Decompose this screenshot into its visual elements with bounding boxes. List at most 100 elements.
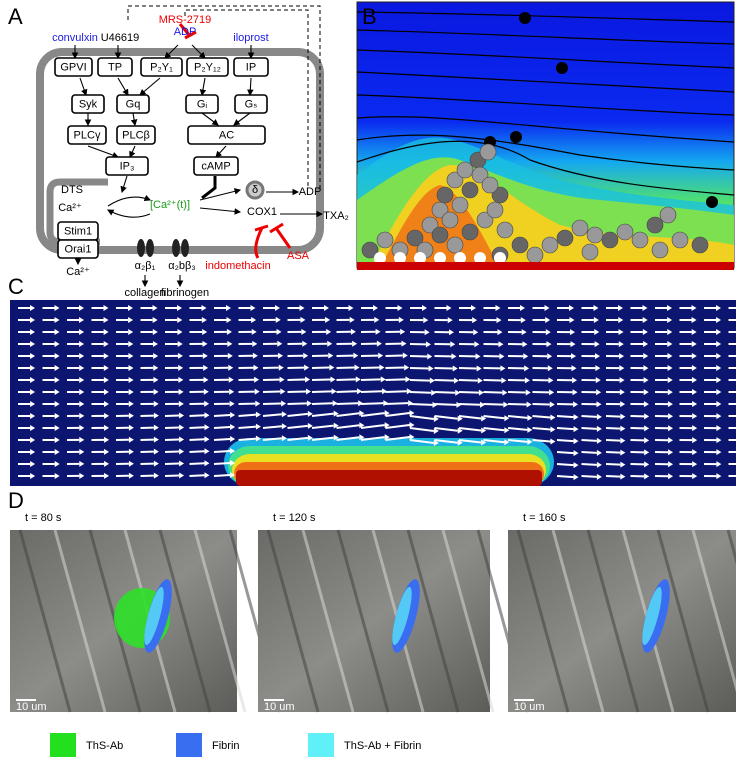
velocity-arrow xyxy=(361,403,383,404)
velocity-arrow xyxy=(410,368,429,369)
node-label: Orai1 xyxy=(65,243,92,255)
velocity-arrow xyxy=(459,392,479,393)
platelet xyxy=(527,247,543,263)
panel-b xyxy=(357,2,734,270)
legend-label: Fibrin xyxy=(212,740,240,752)
velocity-arrow xyxy=(606,464,620,465)
velocity-arrow xyxy=(190,427,205,428)
diagram-label: α₂bβ₃ xyxy=(168,260,196,272)
velocity-arrow xyxy=(214,475,230,476)
velocity-arrow xyxy=(582,428,597,429)
panel-label: B xyxy=(362,4,377,29)
velocity-arrow xyxy=(606,428,620,429)
platelet xyxy=(487,202,503,218)
node-label: cAMP xyxy=(201,160,230,172)
platelet xyxy=(432,227,448,243)
platelet xyxy=(512,237,528,253)
node-label: TP xyxy=(108,61,122,73)
velocity-arrow xyxy=(410,380,430,381)
platelet xyxy=(632,232,648,248)
velocity-arrow xyxy=(312,403,333,404)
velocity-arrow xyxy=(337,403,359,404)
velocity-arrow xyxy=(557,464,574,465)
node-label: PLCβ xyxy=(122,129,150,141)
diagram-label: α₂β₁ xyxy=(135,260,156,272)
node-label: Gᵢ xyxy=(197,98,208,110)
platelet xyxy=(457,162,473,178)
velocity-arrow xyxy=(214,451,230,452)
diagram-label: iloprost xyxy=(233,32,268,44)
platelet xyxy=(542,237,558,253)
node-label: Gₛ xyxy=(245,98,258,110)
legend-label: ThS-Ab + Fibrin xyxy=(344,740,421,752)
velocity-arrow xyxy=(582,440,597,441)
velocity-arrow xyxy=(582,452,597,453)
velocity-arrow xyxy=(239,427,256,428)
velocity-arrow xyxy=(557,440,574,441)
panel-d: t = 80 s10 umt = 120 s10 umt = 160 s10 u… xyxy=(10,512,736,757)
velocity-arrow xyxy=(484,392,503,393)
platelet xyxy=(582,244,598,260)
diagram-label: ADP xyxy=(299,186,322,198)
figure: t = 80 s10 umt = 120 s10 umt = 160 s10 u… xyxy=(0,0,736,773)
node-label: P₂Y₁ xyxy=(150,61,173,73)
node-label: IP₃ xyxy=(120,160,135,172)
velocity-arrow xyxy=(214,439,230,440)
diagram-label: Ca²⁺ xyxy=(58,202,82,214)
velocity-arrow xyxy=(386,403,409,404)
velocity-arrow xyxy=(337,391,357,392)
velocity-arrow xyxy=(386,367,405,368)
platelet xyxy=(572,220,588,236)
diagram-label: TXA₂ xyxy=(323,210,349,222)
velocity-arrow xyxy=(165,451,179,452)
platelet xyxy=(617,224,633,240)
time-label: t = 120 s xyxy=(273,512,316,524)
velocity-arrow xyxy=(165,415,179,416)
velocity-arrow xyxy=(508,404,527,405)
panel-label: A xyxy=(8,4,23,29)
velocity-arrow xyxy=(606,476,620,477)
panel-label: C xyxy=(8,274,24,299)
diagram-label: Ca²⁺ xyxy=(66,266,90,278)
platelet xyxy=(672,232,688,248)
velocity-arrow xyxy=(386,391,407,392)
velocity-arrow xyxy=(312,379,330,380)
platelet xyxy=(652,242,668,258)
diagram-label: U46619 xyxy=(101,32,140,44)
velocity-arrow xyxy=(190,451,205,452)
node-label: P₂Y₁₂ xyxy=(194,61,221,73)
node-label: GPVI xyxy=(60,61,86,73)
platelet xyxy=(602,232,618,248)
velocity-arrow xyxy=(582,464,597,465)
platelet xyxy=(462,182,478,198)
velocity-arrow xyxy=(386,379,406,380)
velocity-arrow xyxy=(557,416,574,417)
diagram-label: collagen xyxy=(125,287,166,299)
platelet xyxy=(557,230,573,246)
node-label: IP xyxy=(246,61,256,73)
legend-swatch xyxy=(176,733,202,757)
velocity-arrow xyxy=(606,416,620,417)
velocity-arrow xyxy=(214,463,230,464)
platelet xyxy=(587,227,603,243)
diagram-label: MRS-2719 xyxy=(159,14,212,26)
velocity-arrow xyxy=(190,475,205,476)
velocity-arrow xyxy=(337,367,355,368)
velocity-arrow xyxy=(214,427,230,428)
scale-bar-label: 10 um xyxy=(264,701,295,713)
platelet xyxy=(447,237,463,253)
diagram-label: ADP xyxy=(174,26,197,38)
platelet xyxy=(480,144,496,160)
vessel-wall xyxy=(357,262,734,270)
platelet xyxy=(482,177,498,193)
panel-c xyxy=(10,300,736,486)
scale-bar-label: 10 um xyxy=(514,701,545,713)
platelet xyxy=(442,212,458,228)
velocity-arrow xyxy=(410,404,433,405)
platelet xyxy=(692,237,708,253)
velocity-arrow xyxy=(263,403,281,404)
platelet xyxy=(647,217,663,233)
velocity-arrow xyxy=(239,439,256,440)
velocity-arrow xyxy=(361,391,382,392)
platelet xyxy=(660,207,676,223)
